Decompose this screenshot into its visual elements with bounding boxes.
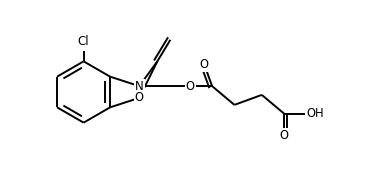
Text: O: O [135,91,144,104]
Text: N: N [135,80,144,93]
Text: O: O [200,58,209,71]
Text: O: O [186,80,195,93]
Text: OH: OH [306,107,323,120]
Text: O: O [280,129,288,142]
Text: Cl: Cl [78,35,89,48]
